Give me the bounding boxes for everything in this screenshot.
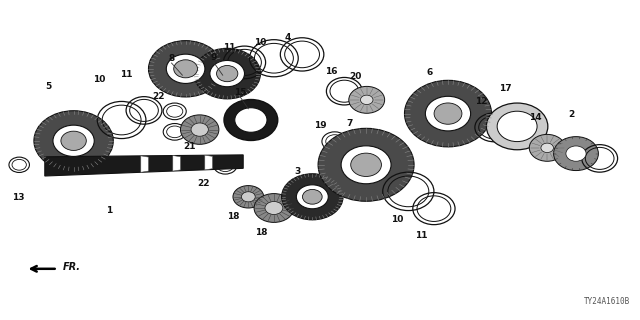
Text: 17: 17 <box>499 84 512 93</box>
Ellipse shape <box>541 143 554 153</box>
Ellipse shape <box>296 185 328 209</box>
Text: 11: 11 <box>415 231 428 240</box>
Text: 3: 3 <box>294 167 301 176</box>
Text: 15: 15 <box>234 88 246 97</box>
Polygon shape <box>173 156 180 171</box>
Ellipse shape <box>216 66 238 82</box>
Ellipse shape <box>318 128 414 201</box>
Ellipse shape <box>554 137 598 171</box>
Text: 20: 20 <box>349 72 362 81</box>
Text: TY24A1610B: TY24A1610B <box>584 297 630 306</box>
Ellipse shape <box>566 146 586 161</box>
Text: 6: 6 <box>427 68 433 76</box>
Text: 1: 1 <box>106 206 112 215</box>
Ellipse shape <box>254 194 294 222</box>
Ellipse shape <box>341 146 391 184</box>
Ellipse shape <box>351 153 381 176</box>
Ellipse shape <box>303 189 322 204</box>
Ellipse shape <box>210 60 244 87</box>
Text: 2: 2 <box>568 110 575 119</box>
Text: 4: 4 <box>285 33 291 42</box>
Text: 10: 10 <box>93 75 106 84</box>
Text: 10: 10 <box>253 38 266 47</box>
Ellipse shape <box>349 86 385 113</box>
Ellipse shape <box>241 192 255 202</box>
Text: 10: 10 <box>390 215 403 224</box>
Ellipse shape <box>233 186 264 208</box>
Ellipse shape <box>148 41 223 97</box>
Ellipse shape <box>360 95 373 105</box>
Ellipse shape <box>180 115 219 144</box>
Text: 21: 21 <box>183 142 196 151</box>
Ellipse shape <box>173 60 198 78</box>
Text: 11: 11 <box>120 70 133 79</box>
Ellipse shape <box>166 54 205 84</box>
Text: 18: 18 <box>227 212 240 221</box>
Text: 19: 19 <box>314 121 326 130</box>
Ellipse shape <box>486 103 548 150</box>
Ellipse shape <box>61 131 86 150</box>
Text: 7: 7 <box>346 119 353 128</box>
Ellipse shape <box>529 134 565 161</box>
Ellipse shape <box>53 125 94 156</box>
Ellipse shape <box>194 48 260 99</box>
Text: 11: 11 <box>223 43 236 52</box>
Polygon shape <box>205 155 212 170</box>
Text: 9: 9 <box>211 53 217 62</box>
Text: 22: 22 <box>152 92 165 101</box>
Ellipse shape <box>191 123 209 136</box>
Text: 8: 8 <box>168 54 175 63</box>
Polygon shape <box>45 155 243 176</box>
Text: 22: 22 <box>197 179 210 188</box>
Ellipse shape <box>34 111 113 171</box>
Text: 13: 13 <box>12 193 24 202</box>
Ellipse shape <box>497 111 537 141</box>
Ellipse shape <box>224 100 278 140</box>
Ellipse shape <box>426 96 470 131</box>
Ellipse shape <box>282 174 343 220</box>
Text: 16: 16 <box>325 67 338 76</box>
Polygon shape <box>141 156 148 172</box>
Ellipse shape <box>434 103 462 124</box>
Ellipse shape <box>235 108 267 132</box>
Ellipse shape <box>404 80 492 147</box>
Text: 5: 5 <box>45 82 51 91</box>
Text: 18: 18 <box>255 228 268 237</box>
Text: 14: 14 <box>529 113 541 122</box>
Text: 12: 12 <box>475 97 488 106</box>
Ellipse shape <box>265 202 283 214</box>
Text: FR.: FR. <box>63 262 81 272</box>
